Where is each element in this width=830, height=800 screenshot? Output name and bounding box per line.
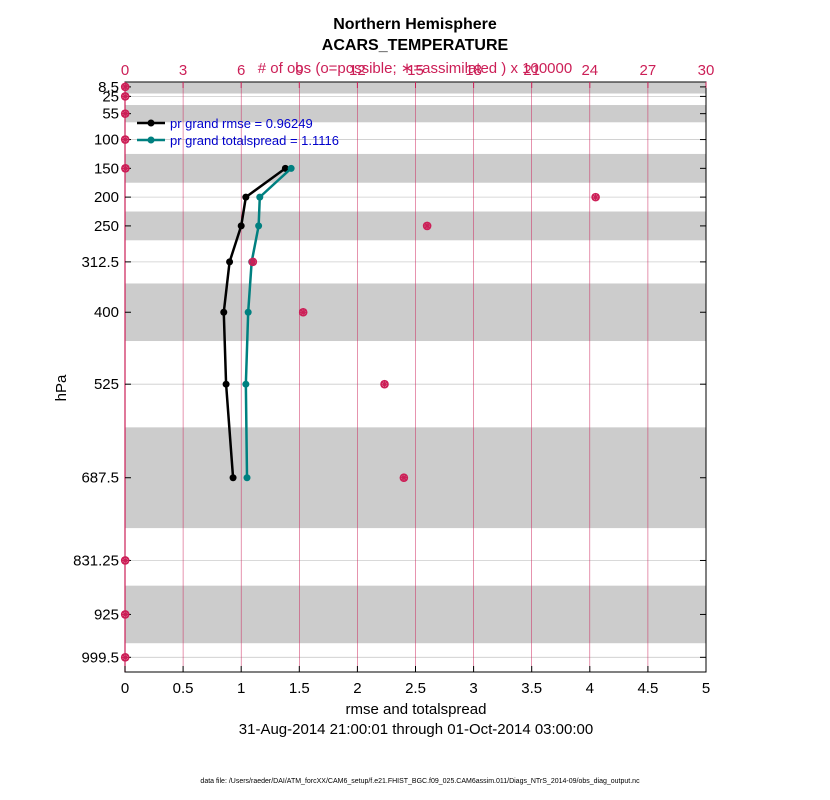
obs-markers bbox=[120, 82, 600, 662]
y-tick-label-0: 8.5 bbox=[98, 79, 119, 96]
obs-star-stroke-10-3 bbox=[400, 474, 408, 482]
point-totalspread-4 bbox=[244, 308, 252, 316]
obs-assimilated-7 bbox=[248, 257, 257, 266]
x-tick-label-8: 4 bbox=[586, 680, 594, 697]
x-tick-label-5: 2.5 bbox=[405, 680, 426, 697]
y-tick-label-8: 400 bbox=[94, 304, 119, 321]
obs-star-stroke-3-3 bbox=[121, 136, 129, 144]
top-tick-label-4: 12 bbox=[349, 62, 366, 79]
obs-assimilated-10 bbox=[399, 473, 408, 482]
chart-title-line-2: ACARS_TEMPERATURE bbox=[322, 37, 509, 54]
top-tick-label-6: 18 bbox=[465, 62, 482, 79]
obs-assimilated-3 bbox=[121, 135, 130, 144]
top-tick-label-7: 21 bbox=[523, 62, 540, 79]
top-tick-label-10: 30 bbox=[698, 62, 715, 79]
x-tick-label-9: 4.5 bbox=[637, 680, 658, 697]
x-tick-label-0: 0 bbox=[121, 680, 129, 697]
x-tick-label-1: 0.5 bbox=[173, 680, 194, 697]
point-rmse-0 bbox=[281, 164, 289, 172]
top-tick-label-0: 0 bbox=[121, 62, 129, 79]
y-tick-label-7: 312.5 bbox=[81, 254, 119, 271]
point-rmse-5 bbox=[222, 380, 230, 388]
obs-star-stroke-8-3 bbox=[299, 308, 307, 316]
obs-star-stroke-4-3 bbox=[121, 164, 129, 172]
legend-label-rmse: pr grand rmse = 0.96249 bbox=[170, 116, 313, 131]
obs-star-stroke-0-3 bbox=[121, 83, 129, 91]
point-rmse-2 bbox=[237, 222, 245, 230]
y-tick-label-10: 687.5 bbox=[81, 470, 119, 487]
x-tick-label-6: 3 bbox=[469, 680, 477, 697]
point-totalspread-5 bbox=[242, 380, 250, 388]
y-tick-label-11: 831.25 bbox=[73, 552, 119, 569]
y-axis-label: hPa bbox=[53, 374, 70, 401]
point-rmse-4 bbox=[220, 308, 228, 316]
obs-star-stroke-11-3 bbox=[121, 556, 129, 564]
x-tick-label-7: 3.5 bbox=[521, 680, 542, 697]
obs-assimilated-4 bbox=[121, 164, 130, 173]
date-range-label: 31-Aug-2014 21:00:01 through 01-Oct-2014… bbox=[239, 721, 593, 738]
legend-marker-totalspread bbox=[147, 136, 155, 144]
obs-star-stroke-1-3 bbox=[121, 92, 129, 100]
obs-star-stroke-13-3 bbox=[121, 653, 129, 661]
obs-assimilated-6 bbox=[423, 221, 432, 230]
obs-star-stroke-5-3 bbox=[592, 193, 600, 201]
obs-assimilated-8 bbox=[299, 308, 308, 317]
obs-star-stroke-12-3 bbox=[121, 610, 129, 618]
obs-assimilated-5 bbox=[591, 193, 600, 202]
legend: pr grand rmse = 0.96249 pr grand totalspr… bbox=[137, 116, 339, 148]
top-tick-label-9: 27 bbox=[640, 62, 657, 79]
y-tick-label-4: 150 bbox=[94, 160, 119, 177]
obs-star-stroke-7-3 bbox=[249, 258, 257, 266]
top-tick-label-1: 3 bbox=[179, 62, 187, 79]
point-totalspread-6 bbox=[243, 474, 251, 482]
axes: 0 0.5 1 1.5 2 2.5 3 3.5 4 4.5 5 0 3 6 9 12 15 18 21 24 27 30 8… bbox=[73, 62, 714, 697]
x-tick-label-2: 1 bbox=[237, 680, 245, 697]
point-totalspread-0 bbox=[287, 164, 295, 172]
point-rmse-3 bbox=[226, 258, 234, 266]
y-tick-label-12: 925 bbox=[94, 606, 119, 623]
obs-assimilated-11 bbox=[121, 556, 130, 565]
y-tick-label-3: 100 bbox=[94, 132, 119, 149]
obs-star-stroke-9-3 bbox=[381, 380, 389, 388]
obs-star-stroke-2-3 bbox=[121, 110, 129, 118]
point-rmse-6 bbox=[229, 474, 237, 482]
obs-assimilated-0 bbox=[121, 82, 130, 91]
point-totalspread-1 bbox=[256, 193, 264, 201]
top-axis-label: # of obs (o=possible; ∗=assimilated ) x … bbox=[258, 60, 572, 77]
obs-assimilated-12 bbox=[121, 610, 130, 619]
obs-assimilated-9 bbox=[380, 380, 389, 389]
obs-assimilated-2 bbox=[121, 109, 130, 118]
y-tick-label-13: 999.5 bbox=[81, 649, 119, 666]
y-tick-label-5: 200 bbox=[94, 189, 119, 206]
data-file-footer: data file: /Users/raeder/DAI/ATM_forcXX/… bbox=[200, 778, 640, 785]
top-tick-label-8: 24 bbox=[581, 62, 598, 79]
obs-assimilated-1 bbox=[121, 92, 130, 101]
top-tick-label-2: 6 bbox=[237, 62, 245, 79]
y-tick-label-9: 525 bbox=[94, 376, 119, 393]
legend-label-totalspread: pr grand totalspread = 1.1116 bbox=[170, 133, 339, 148]
x-axis-label: rmse and totalspread bbox=[346, 701, 487, 718]
x-tick-label-4: 2 bbox=[353, 680, 361, 697]
y-tick-label-6: 250 bbox=[94, 218, 119, 235]
y-tick-label-1: 25 bbox=[102, 88, 119, 105]
obs-star-stroke-6-3 bbox=[423, 222, 431, 230]
x-tick-label-3: 1.5 bbox=[289, 680, 310, 697]
chart-title-line-1: Northern Hemisphere bbox=[333, 16, 497, 33]
legend-marker-rmse bbox=[147, 119, 155, 127]
x-tick-label-10: 5 bbox=[702, 680, 710, 697]
y-tick-label-2: 55 bbox=[102, 106, 119, 123]
top-tick-label-3: 9 bbox=[295, 62, 303, 79]
point-totalspread-2 bbox=[255, 222, 263, 230]
point-rmse-1 bbox=[242, 193, 250, 201]
top-tick-label-5: 15 bbox=[407, 62, 424, 79]
obs-assimilated-13 bbox=[121, 653, 130, 662]
